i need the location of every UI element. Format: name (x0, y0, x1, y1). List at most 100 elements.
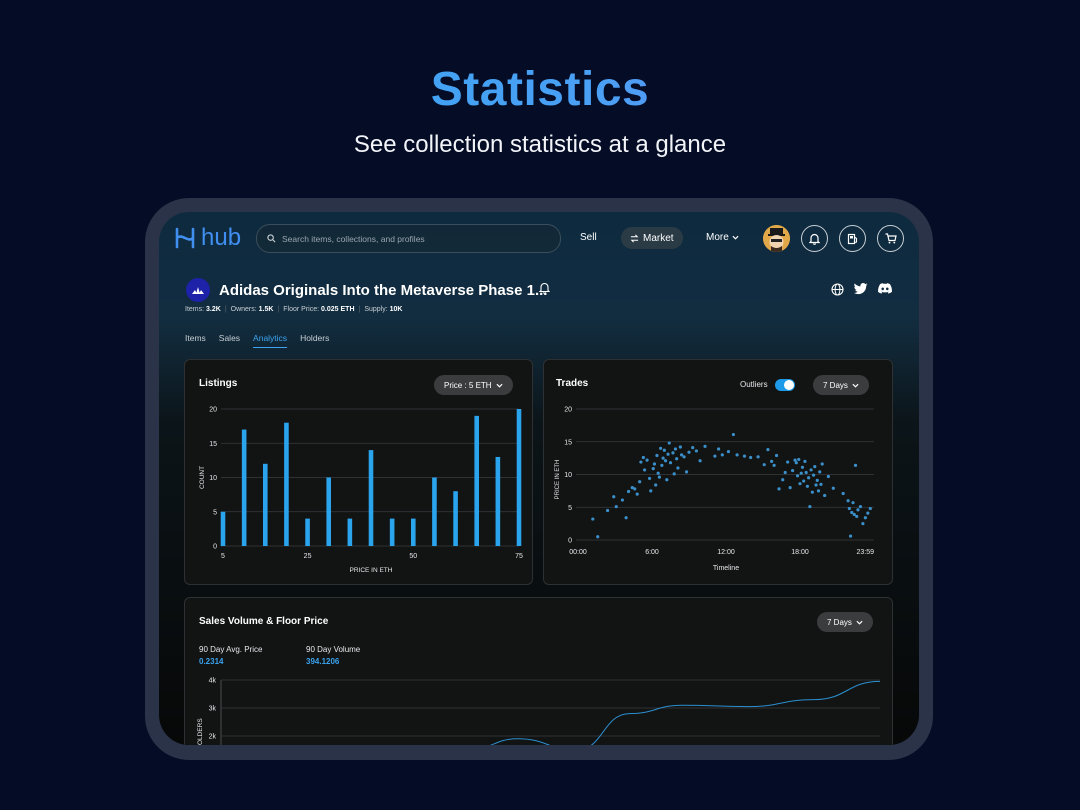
nav-market-button[interactable]: Market (621, 227, 683, 249)
data-point (809, 468, 813, 472)
y-tick-label: 5 (568, 505, 572, 512)
y-axis-label: HOLDERS (197, 718, 204, 745)
data-point (703, 444, 707, 448)
sales-range-label: 7 Days (827, 617, 852, 627)
data-point (777, 487, 781, 491)
volume-value: 394.1206 (306, 657, 340, 666)
data-point (713, 454, 717, 458)
discord-icon[interactable] (878, 283, 892, 294)
volume-label: 90 Day Volume (306, 645, 361, 654)
data-point (851, 501, 855, 505)
stat-floor-price: Floor Price: 0.025 ETH (283, 306, 355, 313)
data-point (793, 458, 797, 462)
data-point (808, 504, 812, 509)
tab-holders[interactable]: Holders (300, 333, 330, 343)
collection-tabs: Items Sales Analytics Holders (185, 333, 329, 348)
data-point (788, 486, 792, 490)
y-tick-label: 15 (564, 439, 572, 446)
tablet-frame: hub Sell Market More (145, 198, 933, 760)
data-point (672, 472, 676, 476)
data-point (797, 457, 801, 462)
data-point (815, 478, 819, 482)
x-axis-label: Timeline (713, 565, 739, 572)
data-point (720, 453, 724, 457)
hero-title: Statistics (0, 62, 1080, 117)
y-tick-label: 10 (564, 472, 572, 479)
data-point (591, 517, 595, 521)
sales-range-dropdown[interactable]: 7 Days (817, 612, 873, 632)
y-tick-label: 20 (564, 407, 572, 414)
data-point (666, 452, 670, 456)
nav-more[interactable]: More (706, 232, 739, 243)
y-tick-label: 4k (209, 678, 217, 685)
gas-pump-icon (847, 233, 858, 244)
notifications-button[interactable] (801, 225, 828, 252)
data-point (852, 512, 856, 517)
outliers-toggle[interactable] (775, 379, 795, 391)
data-point (735, 453, 739, 457)
data-point (826, 474, 830, 479)
data-point (680, 453, 684, 457)
tab-items[interactable]: Items (185, 333, 206, 343)
gas-button[interactable] (839, 225, 866, 252)
x-tick-label: 23:59 (856, 549, 874, 556)
search-bar[interactable] (256, 224, 561, 253)
tab-sales[interactable]: Sales (218, 333, 241, 343)
social-links (831, 283, 892, 296)
search-icon (267, 234, 276, 243)
y-tick-label: 15 (209, 441, 217, 448)
globe-icon[interactable] (831, 283, 844, 296)
trades-range-dropdown[interactable]: 7 Days (813, 375, 869, 395)
trades-scatter-chart: 0 5 10 15 20 00:00 6:00 12:00 18:00 23:59 Timeline… (555, 407, 874, 573)
nav-sell[interactable]: Sell (580, 232, 597, 243)
data-point (606, 508, 610, 513)
twitter-icon[interactable] (854, 283, 868, 295)
data-point (783, 470, 787, 475)
tab-analytics[interactable]: Analytics (253, 333, 288, 348)
hub-logo[interactable]: hub (174, 226, 241, 250)
chevron-down-icon (496, 383, 503, 388)
data-point (811, 473, 816, 477)
y-tick-label: 3k (209, 706, 217, 713)
data-point (691, 446, 695, 450)
bar (495, 456, 501, 546)
bar (410, 518, 416, 546)
data-point (802, 479, 806, 483)
x-tick-label: 25 (304, 553, 312, 560)
listings-title: Listings (199, 378, 238, 389)
bell-icon[interactable] (539, 282, 550, 294)
data-point (673, 447, 678, 451)
data-point (770, 459, 774, 463)
data-point (846, 499, 850, 503)
data-point (866, 511, 870, 515)
swap-icon (630, 234, 639, 242)
data-point (816, 489, 821, 493)
cart-icon (885, 233, 897, 244)
data-point (800, 465, 805, 469)
chevron-down-icon (856, 620, 863, 625)
data-point (635, 492, 639, 496)
more-label: More (706, 232, 729, 243)
data-point (633, 487, 637, 491)
data-point (799, 471, 803, 475)
data-point (774, 453, 779, 458)
x-tick-label: 18:00 (791, 549, 809, 556)
y-tick-label: 5 (213, 509, 217, 516)
data-point (643, 468, 647, 472)
data-point (798, 482, 802, 486)
data-point (647, 476, 652, 481)
data-point (781, 478, 785, 482)
search-input[interactable] (282, 233, 542, 244)
x-tick-label: 75 (515, 553, 523, 560)
data-point (656, 471, 660, 475)
avatar[interactable] (763, 225, 790, 252)
data-point (657, 475, 661, 479)
data-point (661, 456, 665, 460)
price-filter-dropdown[interactable]: Price : 5 ETH (434, 375, 513, 395)
series-line (489, 680, 881, 745)
cart-button[interactable] (877, 225, 904, 252)
x-tick-label: 6:00 (645, 549, 659, 556)
sales-line-chart: 2k 3k 4k HOLDERS (197, 678, 881, 745)
y-tick-label: 0 (568, 538, 572, 545)
data-point (612, 495, 616, 499)
